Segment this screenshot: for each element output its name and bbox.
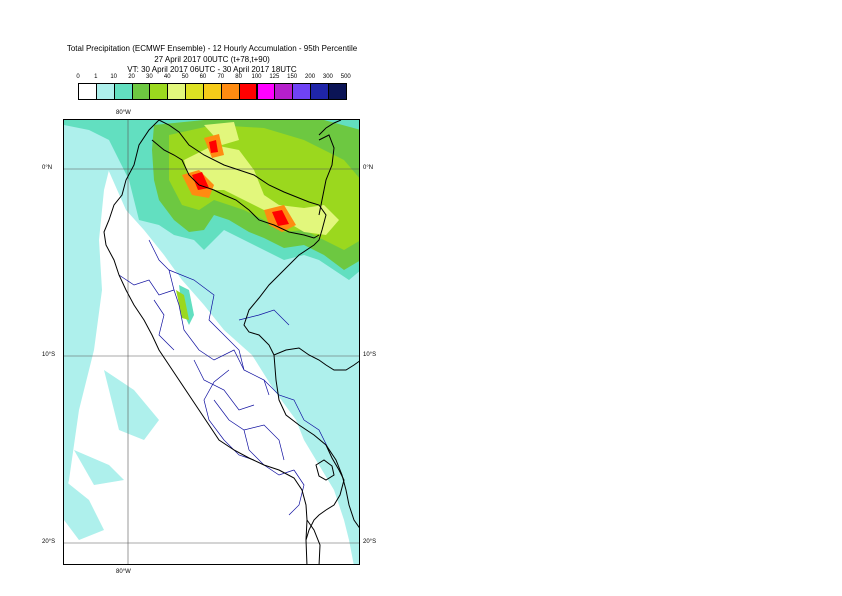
province-border-2: [148, 239, 175, 291]
legend-color-swatch: [149, 83, 169, 100]
precip-light-region-ocean: [64, 120, 124, 500]
lat-label-right: 10°S: [363, 352, 377, 358]
legend-tick-label: 80: [235, 74, 242, 80]
legend-tick-label: 200: [305, 74, 316, 80]
lat-label-right: 0°N: [363, 165, 374, 171]
lat-label-left: 20°S: [42, 539, 56, 545]
precip-light-region-ocean2: [104, 370, 159, 440]
precip-red-core-3: [209, 140, 218, 153]
legend-color-swatch: [167, 83, 187, 100]
province-border-5: [193, 359, 255, 411]
legend-color-swatch: [202, 83, 222, 100]
legend-color-swatch: [274, 83, 294, 100]
legend-tick-label: 40: [163, 74, 171, 80]
map-title: Total Precipitation (ECMWF Ensemble) - 1…: [66, 44, 358, 53]
legend-color-swatch: [238, 83, 258, 100]
lon-label-top: 80°W: [116, 110, 131, 116]
colombia-venezuela-border: [318, 120, 342, 136]
country-borders: [103, 120, 359, 564]
legend-tick-label: 150: [287, 74, 298, 80]
precip-light-region-ocean4: [64, 480, 104, 540]
precip-red-core-1: [192, 172, 209, 190]
province-border-4: [178, 304, 245, 371]
province-border-14: [153, 299, 175, 351]
legend-color-swatch: [256, 83, 276, 100]
legend-tick-label: 125: [269, 74, 280, 80]
legend-tick-label: 300: [322, 74, 333, 80]
precip-light-region-ocean3: [74, 450, 124, 485]
precip-yellow-north: [204, 122, 239, 145]
lat-label-right: 20°S: [363, 539, 377, 545]
province-border-10: [203, 369, 230, 441]
province-border-9: [263, 379, 305, 421]
legend-tick-label: 70: [217, 74, 225, 80]
legend-color-swatch: [220, 83, 240, 100]
province-border-12: [288, 469, 305, 516]
province-border-8: [243, 429, 295, 476]
map-subtitle-run: 27 April 2017 00UTC (t+78,t+90): [154, 55, 270, 64]
legend-tick-label: 0: [76, 74, 80, 80]
precipitation-legend: 0 1 10 20 30 40 50 60 70 80 100 125 150 200 300 500: [0, 73, 842, 105]
map-panel: [63, 119, 360, 565]
legend-color-swatch: [310, 83, 329, 100]
legend-color-swatch: [292, 83, 312, 100]
peru-chile-border: [306, 519, 321, 564]
province-borders: [118, 239, 330, 516]
coastline: [103, 120, 308, 564]
colombia-peru-border: [158, 120, 359, 371]
legend-color-swatch: [113, 83, 133, 100]
province-border-6: [223, 334, 270, 396]
legend-tick-label: 50: [181, 74, 189, 80]
province-border-13: [303, 419, 330, 451]
precipitation-field: [64, 120, 359, 564]
colombia-brazil-border: [318, 134, 335, 216]
precip-yellow-region: [184, 145, 339, 235]
graticule: [64, 120, 359, 564]
legend-tick-label: 10: [110, 74, 118, 80]
province-border-15: [238, 309, 290, 326]
legend-tick-label: 20: [128, 74, 135, 80]
precipitation-map: [64, 120, 359, 564]
legend-tick-label: 1: [94, 74, 98, 80]
province-border-1: [118, 274, 180, 306]
precip-red-core-2: [272, 210, 289, 226]
ecuador-border: [151, 139, 320, 239]
legend-tick-label: 500: [340, 74, 351, 80]
province-border-3: [168, 269, 225, 336]
lat-label-left: 10°S: [42, 352, 56, 358]
legend-tick-label: 60: [199, 74, 207, 80]
lat-label-left: 0°N: [42, 165, 53, 171]
peru-bolivia-border: [305, 444, 345, 541]
legend-color-swatch: [131, 83, 151, 100]
lake-titicaca: [315, 459, 335, 481]
precip-yellowgreen-strip: [176, 290, 189, 320]
province-border-11: [223, 439, 255, 461]
legend-color-swatch: [185, 83, 204, 100]
legend-tick-label: 100: [251, 74, 262, 80]
legend-color-swatch: [95, 83, 115, 100]
province-border-7: [213, 399, 285, 461]
map-subtitle-valid-time: VT: 30 April 2017 06UTC - 30 April 2017 …: [127, 65, 297, 74]
legend-color-swatch: [78, 83, 97, 100]
legend-color-swatch: [327, 83, 347, 100]
lon-label-bottom: 80°W: [116, 569, 131, 575]
legend-tick-label: 30: [146, 74, 153, 80]
